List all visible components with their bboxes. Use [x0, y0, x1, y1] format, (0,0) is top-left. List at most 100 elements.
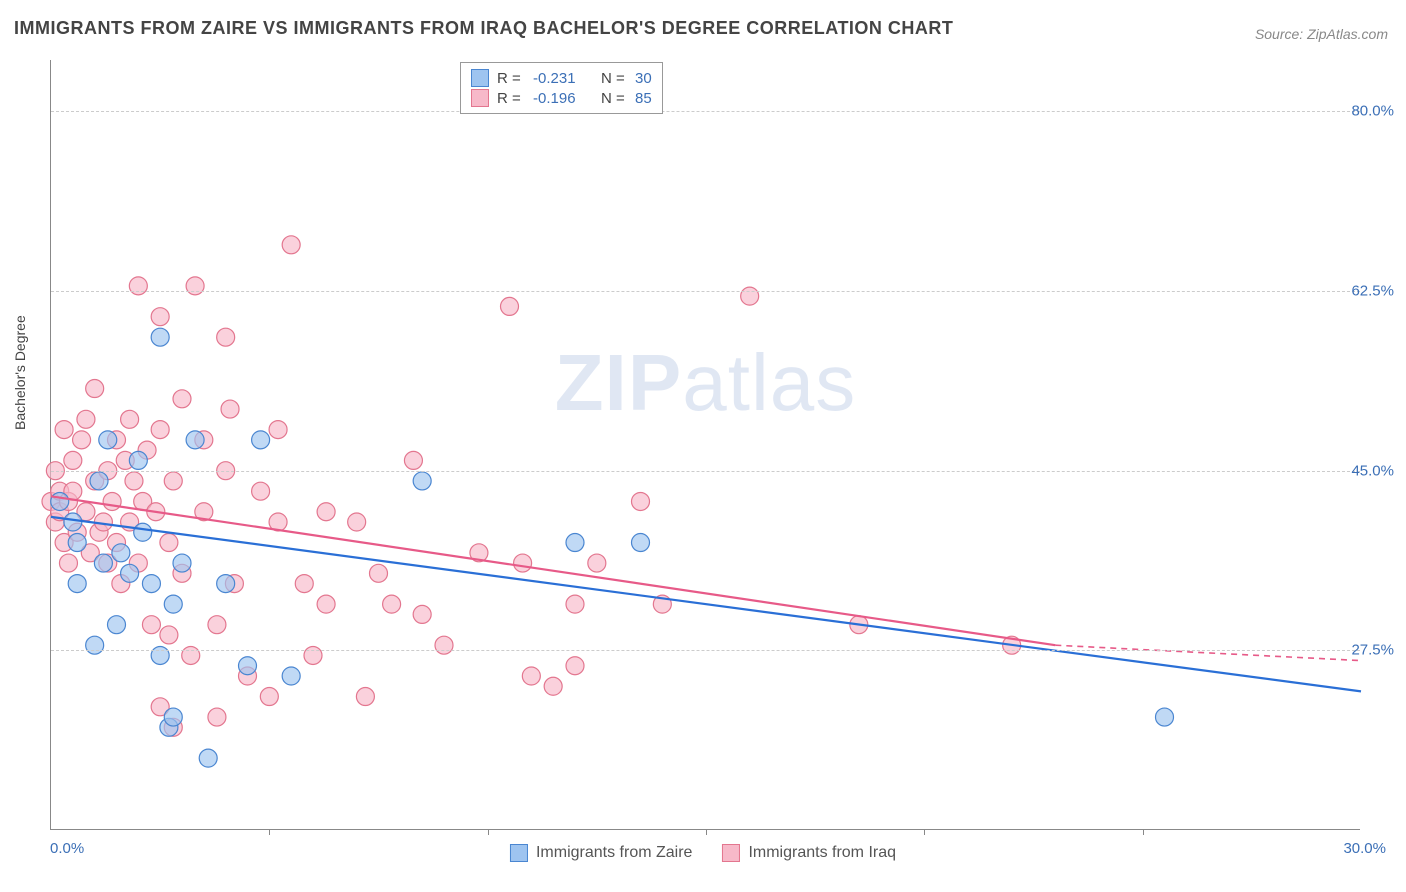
gridline: [51, 650, 1360, 651]
data-point: [370, 564, 388, 582]
data-point: [68, 534, 86, 552]
data-point: [160, 626, 178, 644]
data-point: [77, 410, 95, 428]
stats-legend-row-iraq: R = -0.196 N = 85: [471, 89, 652, 107]
data-point: [129, 277, 147, 295]
series-label-zaire: Immigrants from Zaire: [536, 844, 692, 862]
data-point: [129, 451, 147, 469]
data-point: [413, 605, 431, 623]
data-point: [64, 513, 82, 531]
y-tick-label: 45.0%: [1351, 462, 1394, 479]
gridline: [51, 291, 1360, 292]
data-point: [282, 667, 300, 685]
data-point: [134, 523, 152, 541]
data-point: [348, 513, 366, 531]
data-point: [151, 421, 169, 439]
data-point: [164, 595, 182, 613]
data-point: [514, 554, 532, 572]
legend-n-value-zaire: 30: [635, 70, 652, 87]
chart-title: IMMIGRANTS FROM ZAIRE VS IMMIGRANTS FROM…: [14, 18, 953, 39]
data-point: [1156, 708, 1174, 726]
data-point: [208, 616, 226, 634]
data-point: [142, 616, 160, 634]
legend-r-label: R =: [497, 90, 525, 107]
data-point: [356, 688, 374, 706]
legend-r-value-zaire: -0.231: [533, 70, 593, 87]
data-point: [741, 287, 759, 305]
data-point: [64, 451, 82, 469]
data-point: [55, 421, 73, 439]
data-point: [588, 554, 606, 572]
data-point: [566, 595, 584, 613]
data-point: [94, 554, 112, 572]
data-point: [383, 595, 401, 613]
y-tick-label: 62.5%: [1351, 283, 1394, 300]
data-point: [501, 297, 519, 315]
data-point: [86, 636, 104, 654]
chart-source: Source: ZipAtlas.com: [1255, 26, 1388, 42]
data-point: [317, 503, 335, 521]
data-point: [99, 431, 117, 449]
series-label-iraq: Immigrants from Iraq: [748, 844, 896, 862]
data-point: [260, 688, 278, 706]
data-point: [160, 534, 178, 552]
y-tick-label: 80.0%: [1351, 103, 1394, 120]
data-point: [544, 677, 562, 695]
series-legend-iraq: Immigrants from Iraq: [722, 844, 896, 862]
data-point: [632, 492, 650, 510]
data-point: [51, 492, 69, 510]
legend-r-label: R =: [497, 70, 525, 87]
data-point: [151, 308, 169, 326]
stats-legend: R = -0.231 N = 30 R = -0.196 N = 85: [460, 62, 663, 114]
data-point: [151, 328, 169, 346]
x-axis-max-label: 30.0%: [1343, 840, 1386, 857]
y-tick-label: 27.5%: [1351, 642, 1394, 659]
legend-n-label: N =: [601, 70, 627, 87]
stats-legend-row-zaire: R = -0.231 N = 30: [471, 69, 652, 87]
data-point: [252, 482, 270, 500]
data-point: [208, 708, 226, 726]
data-point: [295, 575, 313, 593]
data-point: [413, 472, 431, 490]
legend-r-value-iraq: -0.196: [533, 90, 593, 107]
data-point: [304, 646, 322, 664]
plot-area: ZIPatlas: [50, 60, 1360, 830]
gridline: [51, 111, 1360, 112]
data-point: [252, 431, 270, 449]
x-tick: [1143, 829, 1144, 835]
data-point: [68, 575, 86, 593]
data-point: [522, 667, 540, 685]
data-point: [566, 534, 584, 552]
data-point: [435, 636, 453, 654]
y-axis-label: Bachelor's Degree: [12, 315, 28, 430]
swatch-zaire: [510, 844, 528, 862]
data-point: [121, 410, 139, 428]
data-point: [182, 646, 200, 664]
data-point: [121, 564, 139, 582]
data-point: [186, 277, 204, 295]
data-point: [566, 657, 584, 675]
data-point: [282, 236, 300, 254]
data-point: [73, 431, 91, 449]
gridline: [51, 471, 1360, 472]
data-point: [317, 595, 335, 613]
data-point: [164, 708, 182, 726]
data-point: [173, 390, 191, 408]
data-point: [239, 657, 257, 675]
swatch-iraq: [722, 844, 740, 862]
data-point: [217, 575, 235, 593]
swatch-zaire: [471, 69, 489, 87]
data-point: [186, 431, 204, 449]
data-point: [221, 400, 239, 418]
data-point: [632, 534, 650, 552]
data-point: [125, 472, 143, 490]
data-point: [142, 575, 160, 593]
data-point: [199, 749, 217, 767]
data-point: [217, 328, 235, 346]
data-point: [86, 380, 104, 398]
data-point: [59, 554, 77, 572]
series-legend: Immigrants from Zaire Immigrants from Ir…: [510, 844, 896, 862]
trend-line: [51, 496, 1055, 645]
data-point: [103, 492, 121, 510]
trend-line-ext: [1055, 645, 1361, 660]
